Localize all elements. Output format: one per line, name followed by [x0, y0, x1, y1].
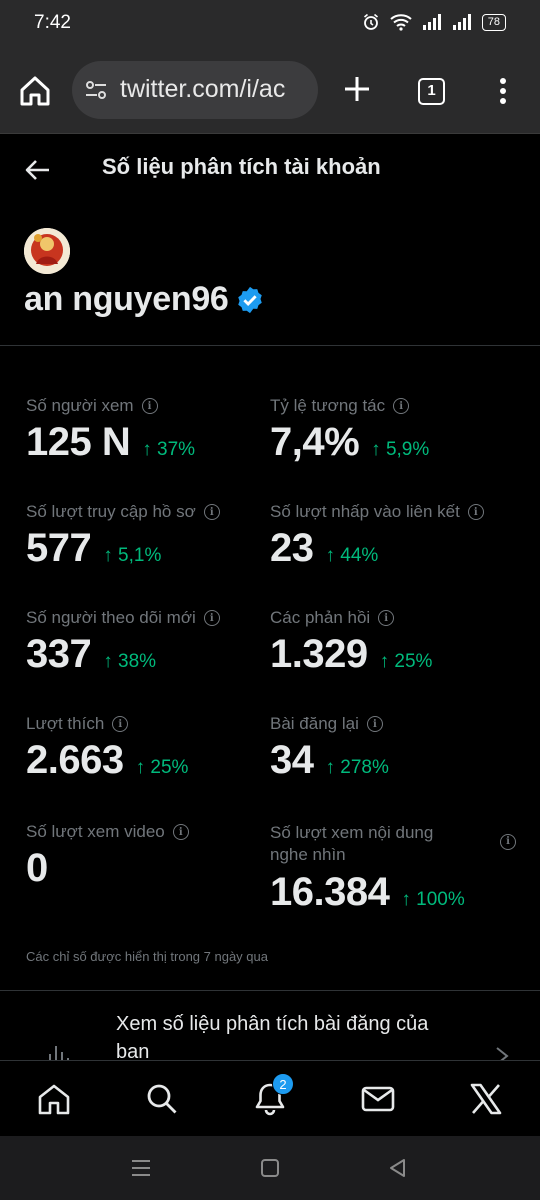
- metrics-footnote: Các chỉ số được hiển thị trong 7 ngày qu…: [26, 949, 268, 964]
- metric-label: Số người theo dõi mới: [26, 608, 196, 627]
- metric-change: ↑ 100%: [401, 889, 465, 910]
- metric-video-views: Số lượt xem video i 0: [26, 822, 189, 891]
- divider: [0, 990, 540, 991]
- bottom-nav: 2: [0, 1060, 540, 1136]
- info-icon[interactable]: i: [467, 504, 484, 520]
- back-arrow-icon[interactable]: [24, 156, 52, 184]
- verified-badge-icon: [237, 286, 262, 313]
- post-analytics-link[interactable]: Xem số liệu phân tích bài đăng của ban: [0, 990, 540, 1060]
- recent-apps-icon[interactable]: [130, 1158, 152, 1178]
- metric-likes: Lượt thích i 2.663 ↑ 25%: [26, 714, 188, 783]
- metric-change: ↑ 25%: [379, 651, 433, 672]
- metric-label: Số lượt nhấp vào liên kết: [270, 502, 460, 521]
- divider: [0, 345, 540, 346]
- notification-badge: 2: [272, 1073, 294, 1095]
- metric-value: 34: [270, 738, 314, 782]
- metric-label: Số lượt xem nội dung: [270, 823, 434, 842]
- metric-label: Số lượt truy cập hồ sơ: [26, 502, 196, 521]
- metric-profile-visits: Số lượt truy cập hồ sơ i 577 ↑ 5,1%: [26, 502, 220, 571]
- status-time: 7:42: [34, 12, 71, 33]
- info-icon[interactable]: i: [366, 716, 383, 732]
- avatar[interactable]: [24, 228, 70, 274]
- metric-value: 23: [270, 526, 314, 570]
- metric-label: Số người xem: [26, 396, 134, 415]
- site-settings-icon[interactable]: [84, 78, 108, 102]
- status-bar: 7:42 78: [0, 0, 540, 46]
- post-analytics-label-line2: ban: [116, 1041, 150, 1060]
- info-icon[interactable]: i: [378, 610, 395, 626]
- messages-tab-icon[interactable]: [360, 1081, 396, 1117]
- metric-value: 16.384: [270, 870, 390, 914]
- metric-value: 577: [26, 526, 92, 570]
- info-icon[interactable]: i: [172, 824, 189, 840]
- info-icon[interactable]: i: [500, 834, 516, 850]
- search-tab-icon[interactable]: [144, 1081, 180, 1117]
- metric-change: ↑ 25%: [135, 757, 189, 778]
- metric-value: 7,4%: [270, 420, 360, 464]
- system-home-icon[interactable]: [260, 1158, 280, 1178]
- metric-change: ↑ 278%: [325, 757, 389, 778]
- metric-label: Các phản hồi: [270, 608, 371, 627]
- metric-value: 1.329: [270, 632, 368, 676]
- metric-change: ↑ 44%: [325, 545, 379, 566]
- metric-reposts: Bài đăng lại i 34 ↑ 278%: [270, 714, 389, 783]
- url-text: twitter.com/i/ac: [120, 75, 286, 103]
- chevron-right-icon: [496, 1047, 509, 1060]
- page-title: Số liệu phân tích tài khoản: [102, 154, 381, 179]
- info-icon[interactable]: i: [141, 398, 158, 414]
- metric-media-views: Số lượt xem nội dung nghe nhìn i 16.384 ↑…: [270, 822, 516, 915]
- info-icon[interactable]: i: [112, 716, 129, 732]
- system-nav-bar: [0, 1136, 540, 1200]
- info-icon[interactable]: i: [393, 398, 410, 414]
- metric-replies: Các phản hồi i 1.329 ↑ 25%: [270, 608, 432, 677]
- tab-switcher-button[interactable]: 1: [418, 78, 445, 105]
- metric-viewers: Số người xem i 125 N ↑ 37%: [26, 396, 195, 465]
- x-logo-icon[interactable]: [468, 1081, 504, 1117]
- metric-value: 125 N: [26, 420, 131, 464]
- system-back-icon[interactable]: [388, 1158, 408, 1178]
- metric-label: Tỷ lệ tương tác: [270, 396, 386, 415]
- status-icons: 78: [362, 13, 506, 31]
- metric-label: nghe nhìn: [270, 845, 346, 864]
- metric-link-clicks: Số lượt nhấp vào liên kết i 23 ↑ 44%: [270, 502, 484, 571]
- battery-indicator: 78: [481, 13, 506, 31]
- browser-toolbar: twitter.com/i/ac 1: [0, 46, 540, 134]
- post-analytics-label-line1: Xem số liệu phân tích bài đăng của: [116, 1013, 429, 1035]
- signal-icon-1: [422, 14, 441, 30]
- wifi-icon: [390, 14, 412, 31]
- info-icon[interactable]: i: [203, 504, 220, 520]
- home-icon[interactable]: [18, 74, 52, 108]
- bar-chart-icon: [49, 1046, 69, 1060]
- post-analytics-label: Xem số liệu phân tích bài đăng của ban: [116, 1010, 476, 1060]
- metric-value: 2.663: [26, 738, 124, 782]
- metric-label: Số lượt xem video: [26, 822, 165, 841]
- metric-value: 0: [26, 846, 48, 890]
- metric-label: Bài đăng lại: [270, 714, 359, 733]
- metric-change: ↑ 5,9%: [371, 439, 430, 460]
- new-tab-plus-icon[interactable]: [340, 72, 374, 106]
- more-menu-icon[interactable]: [493, 76, 513, 106]
- metric-engagement-rate: Tỷ lệ tương tác i 7,4% ↑ 5,9%: [270, 396, 429, 465]
- username-row: an nguyen96: [24, 280, 265, 319]
- home-tab-icon[interactable]: [36, 1081, 72, 1117]
- signal-icon-2: [452, 14, 471, 30]
- metric-change: ↑ 5,1%: [103, 545, 162, 566]
- username: an nguyen96: [24, 280, 229, 318]
- address-bar[interactable]: twitter.com/i/ac: [72, 61, 318, 119]
- alarm-icon: [363, 13, 378, 30]
- metric-change: ↑ 37%: [142, 439, 196, 460]
- metric-change: ↑ 38%: [103, 651, 157, 672]
- metric-value: 337: [26, 632, 92, 676]
- info-icon[interactable]: i: [203, 610, 220, 626]
- metric-new-followers: Số người theo dõi mới i 337 ↑ 38%: [26, 608, 220, 677]
- metric-label: Lượt thích: [26, 714, 105, 733]
